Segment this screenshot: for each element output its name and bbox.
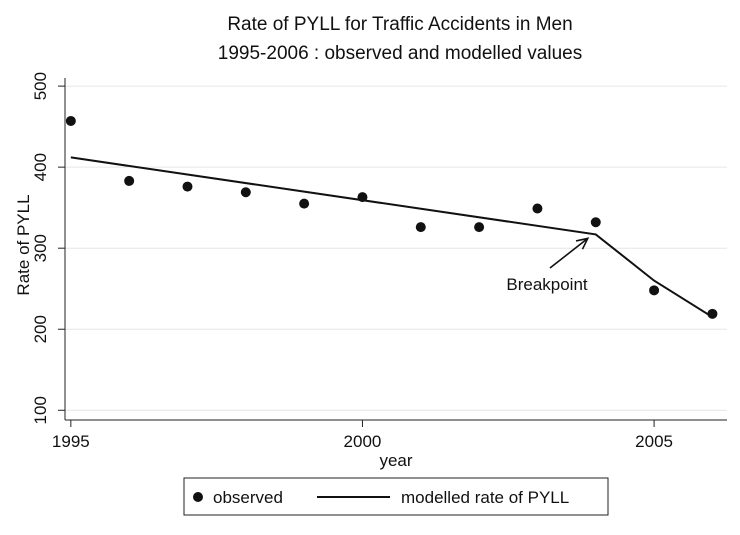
observed-point	[65, 115, 76, 126]
observed-point	[357, 192, 368, 203]
grid-lines	[65, 85, 727, 411]
y-tick-label: 500	[31, 72, 50, 100]
chart-subtitle: 1995-2006 : observed and modelled values	[218, 43, 582, 64]
y-tick-label: 400	[31, 153, 50, 181]
y-tick-label: 300	[31, 234, 50, 262]
observed-point	[240, 187, 251, 198]
breakpoint-arrow-head	[575, 237, 590, 250]
observed-point	[299, 198, 310, 209]
breakpoint-arrow-shaft	[549, 237, 589, 269]
observed-point	[707, 308, 718, 319]
y-tick-label: 100	[31, 396, 50, 424]
x-tick-label: 2005	[635, 432, 673, 451]
legend: observed modelled rate of PYLL	[183, 477, 609, 516]
x-tick-label: 2000	[344, 432, 382, 451]
modelled-rate-line	[70, 156, 713, 318]
observed-point	[124, 175, 135, 186]
observed-point	[532, 203, 543, 214]
x-tick-label: 1995	[52, 432, 90, 451]
legend-observed-label: observed	[213, 488, 283, 507]
observed-point	[590, 217, 601, 228]
observed-point	[415, 222, 426, 233]
breakpoint-label: Breakpoint	[506, 275, 588, 294]
x-axis-title: year	[379, 451, 412, 470]
observed-point	[649, 285, 660, 296]
y-axis-title: Rate of PYLL	[14, 194, 33, 295]
observed-point	[182, 181, 193, 192]
series-layer	[65, 115, 718, 319]
legend-box	[183, 477, 609, 516]
legend-observed-marker	[193, 492, 203, 502]
y-tick-label: 200	[31, 315, 50, 343]
chart-title: Rate of PYLL for Traffic Accidents in Me…	[227, 14, 572, 35]
annotation-layer: Breakpoint	[506, 237, 590, 294]
y-axis-ticks: 100 200 300 400 500	[31, 72, 65, 424]
x-axis-ticks: 1995 2000 2005	[52, 420, 673, 451]
legend-modelled-label: modelled rate of PYLL	[401, 488, 569, 507]
observed-point	[474, 222, 485, 233]
